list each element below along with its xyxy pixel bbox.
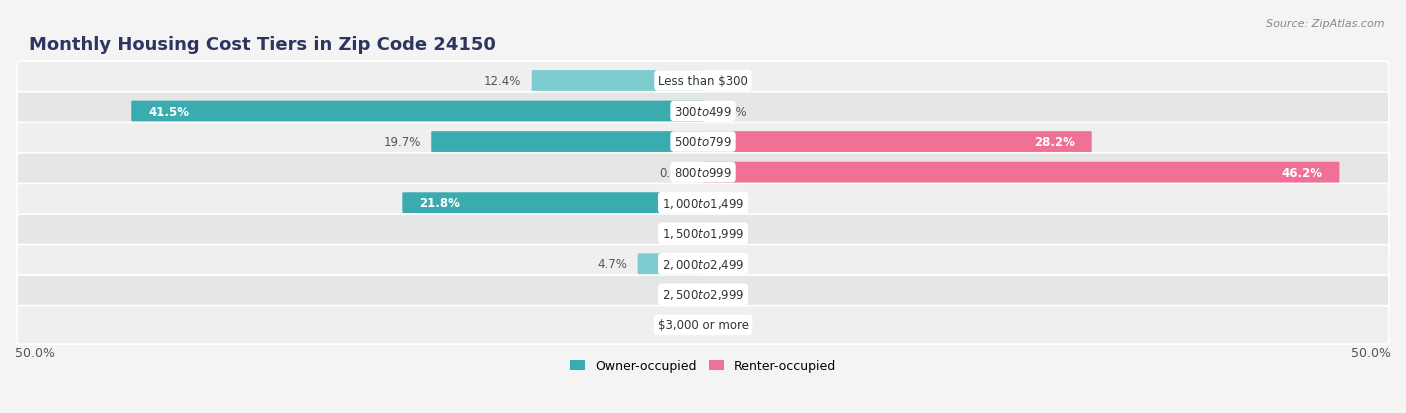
FancyBboxPatch shape (17, 93, 1389, 131)
FancyBboxPatch shape (531, 71, 703, 92)
Text: Source: ZipAtlas.com: Source: ZipAtlas.com (1267, 19, 1385, 28)
FancyBboxPatch shape (638, 254, 703, 275)
FancyBboxPatch shape (432, 132, 703, 152)
Text: 4.7%: 4.7% (598, 258, 627, 271)
Text: 46.2%: 46.2% (1281, 166, 1322, 179)
Text: 0.0%: 0.0% (659, 288, 689, 301)
Text: Less than $300: Less than $300 (658, 75, 748, 88)
Text: 0.0%: 0.0% (659, 227, 689, 240)
Text: 50.0%: 50.0% (1351, 347, 1391, 359)
FancyBboxPatch shape (17, 62, 1389, 100)
Text: 41.5%: 41.5% (149, 105, 190, 118)
FancyBboxPatch shape (17, 306, 1389, 344)
Text: 50.0%: 50.0% (15, 347, 55, 359)
Legend: Owner-occupied, Renter-occupied: Owner-occupied, Renter-occupied (565, 354, 841, 377)
Text: $1,000 to $1,499: $1,000 to $1,499 (662, 196, 744, 210)
FancyBboxPatch shape (703, 162, 1340, 183)
FancyBboxPatch shape (17, 245, 1389, 283)
Text: $2,500 to $2,999: $2,500 to $2,999 (662, 287, 744, 301)
Text: 12.4%: 12.4% (484, 75, 522, 88)
Text: 0.0%: 0.0% (717, 258, 747, 271)
FancyBboxPatch shape (17, 123, 1389, 161)
Text: 28.2%: 28.2% (1033, 136, 1074, 149)
FancyBboxPatch shape (402, 193, 703, 214)
FancyBboxPatch shape (17, 184, 1389, 222)
FancyBboxPatch shape (17, 275, 1389, 314)
Text: 0.0%: 0.0% (659, 318, 689, 332)
Text: 0.0%: 0.0% (717, 318, 747, 332)
Text: 21.8%: 21.8% (419, 197, 460, 210)
FancyBboxPatch shape (17, 214, 1389, 253)
Text: $300 to $499: $300 to $499 (673, 105, 733, 118)
FancyBboxPatch shape (17, 154, 1389, 192)
FancyBboxPatch shape (131, 101, 703, 122)
Text: $500 to $799: $500 to $799 (673, 136, 733, 149)
Text: 0.0%: 0.0% (659, 166, 689, 179)
Text: 0.0%: 0.0% (717, 75, 747, 88)
Text: Monthly Housing Cost Tiers in Zip Code 24150: Monthly Housing Cost Tiers in Zip Code 2… (28, 36, 496, 54)
Text: $800 to $999: $800 to $999 (673, 166, 733, 179)
Text: 0.0%: 0.0% (717, 227, 747, 240)
Text: 0.0%: 0.0% (717, 105, 747, 118)
Text: $3,000 or more: $3,000 or more (658, 318, 748, 332)
Text: $1,500 to $1,999: $1,500 to $1,999 (662, 227, 744, 241)
FancyBboxPatch shape (703, 132, 1091, 152)
Text: 0.0%: 0.0% (717, 288, 747, 301)
Text: 19.7%: 19.7% (384, 136, 420, 149)
Text: $2,000 to $2,499: $2,000 to $2,499 (662, 257, 744, 271)
Text: 0.0%: 0.0% (717, 197, 747, 210)
